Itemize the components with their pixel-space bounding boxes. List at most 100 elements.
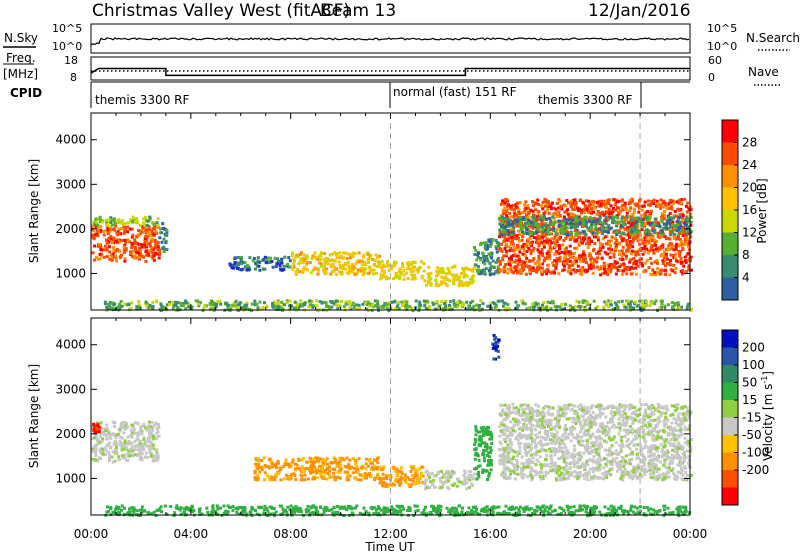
power-range-cell <box>272 266 275 269</box>
power-range-cell <box>406 305 409 308</box>
power-range-cell <box>539 251 542 254</box>
power-range-cell <box>224 302 227 305</box>
power-range-cell <box>648 232 651 235</box>
velocity-range-cell <box>113 443 116 446</box>
power-range-cell <box>533 219 536 222</box>
velocity-range-cell <box>269 458 272 461</box>
power-range-cell <box>475 258 478 261</box>
velocity-range-cell <box>373 468 376 471</box>
velocity-range-cell <box>338 469 341 472</box>
power-range-cell <box>300 259 303 262</box>
power-range-cell <box>592 204 595 207</box>
power-range-cell <box>253 300 256 303</box>
power-range-cell <box>588 219 591 222</box>
power-range-cell <box>144 260 147 263</box>
power-range-cell <box>540 270 543 273</box>
power-range-cell <box>662 227 665 230</box>
velocity-range-cell <box>258 471 261 474</box>
velocity-range-cell <box>431 472 434 475</box>
power-range-cell <box>578 257 581 260</box>
freq-label-line2: [MHz] <box>3 67 38 81</box>
velocity-range-cell <box>157 455 160 458</box>
power-range-cell <box>546 208 549 211</box>
velocity-range-cell <box>121 454 124 457</box>
power-range-cell <box>573 257 576 260</box>
power-range-cell <box>516 220 519 223</box>
velocity-range-cell <box>400 466 403 469</box>
power-range-cell <box>661 215 664 218</box>
velocity-range-cell <box>362 474 365 477</box>
power-range-cell <box>622 246 625 249</box>
power-range-cell <box>565 222 568 225</box>
power-range-cell <box>469 301 472 304</box>
power-range-cell <box>641 228 644 231</box>
power-range-cell <box>553 252 556 255</box>
velocity-range-cell <box>478 459 481 462</box>
power-range-cell <box>602 246 605 249</box>
power-range-cell <box>486 257 489 260</box>
power-range-cell <box>634 254 637 257</box>
power-range-cell <box>499 263 502 266</box>
power-range-cell <box>599 242 602 245</box>
power-range-cell <box>446 284 449 287</box>
power-range-cell <box>611 211 614 214</box>
velocity-range-cell <box>125 446 128 449</box>
power-range-cell <box>516 202 519 205</box>
velocity-range-cell <box>490 438 493 441</box>
velocity-range-cell <box>344 471 347 474</box>
power-range-cell <box>110 255 113 258</box>
power-range-cell <box>355 262 358 265</box>
power-range-cell <box>633 257 636 260</box>
power-range-cell <box>378 262 381 265</box>
power-range-cell <box>502 254 505 257</box>
velocity-range-cell <box>470 483 473 486</box>
power-range-cell <box>319 300 322 303</box>
power-range-cell <box>102 230 105 233</box>
power-plot-frame <box>91 113 690 310</box>
power-range-cell <box>587 239 590 242</box>
power-range-cell <box>533 216 536 219</box>
power-range-cell <box>299 299 302 302</box>
power-range-cell <box>603 272 606 275</box>
velocity-range-cell <box>334 478 337 481</box>
power-range-cell <box>275 262 278 265</box>
power-range-cell <box>615 224 618 227</box>
velocity-range-cell <box>490 442 493 445</box>
power-range-cell <box>329 273 332 276</box>
velocity-range-cell <box>337 461 340 464</box>
velocity-range-cell <box>375 459 378 462</box>
power-range-cell <box>647 203 650 206</box>
power-range-cell <box>255 303 258 306</box>
power-range-cell <box>585 225 588 228</box>
power-range-cell <box>505 209 508 212</box>
power-range-cell <box>590 257 593 260</box>
power-range-cell <box>619 210 622 213</box>
power-range-cell <box>364 262 367 265</box>
power-range-cell <box>641 301 644 304</box>
power-range-cell <box>638 220 641 223</box>
power-range-cell <box>569 245 572 248</box>
power-range-cell <box>643 304 646 307</box>
power-range-cell <box>680 240 683 243</box>
velocity-range-cell <box>146 440 149 443</box>
power-range-cell <box>233 257 236 260</box>
nsearch-label: N.Search <box>746 31 800 45</box>
power-range-cell <box>324 262 327 265</box>
power-range-cell <box>336 256 339 259</box>
power-range-cell <box>473 246 476 249</box>
velocity-range-cell <box>118 440 121 443</box>
power-range-cell <box>505 233 508 236</box>
velocity-range-cell <box>354 477 357 480</box>
power-range-cell <box>352 302 355 305</box>
velocity-range-cell <box>156 453 159 456</box>
power-range-cell <box>257 256 260 259</box>
velocity-range-cell <box>410 470 413 473</box>
velocity-range-cell <box>139 454 142 457</box>
power-range-cell <box>142 217 145 220</box>
power-range-cell <box>342 256 345 259</box>
power-range-cell <box>595 260 598 263</box>
power-range-cell <box>614 203 617 206</box>
power-range-cell <box>95 256 98 259</box>
power-range-cell <box>680 261 683 264</box>
power-range-cell <box>620 220 623 223</box>
